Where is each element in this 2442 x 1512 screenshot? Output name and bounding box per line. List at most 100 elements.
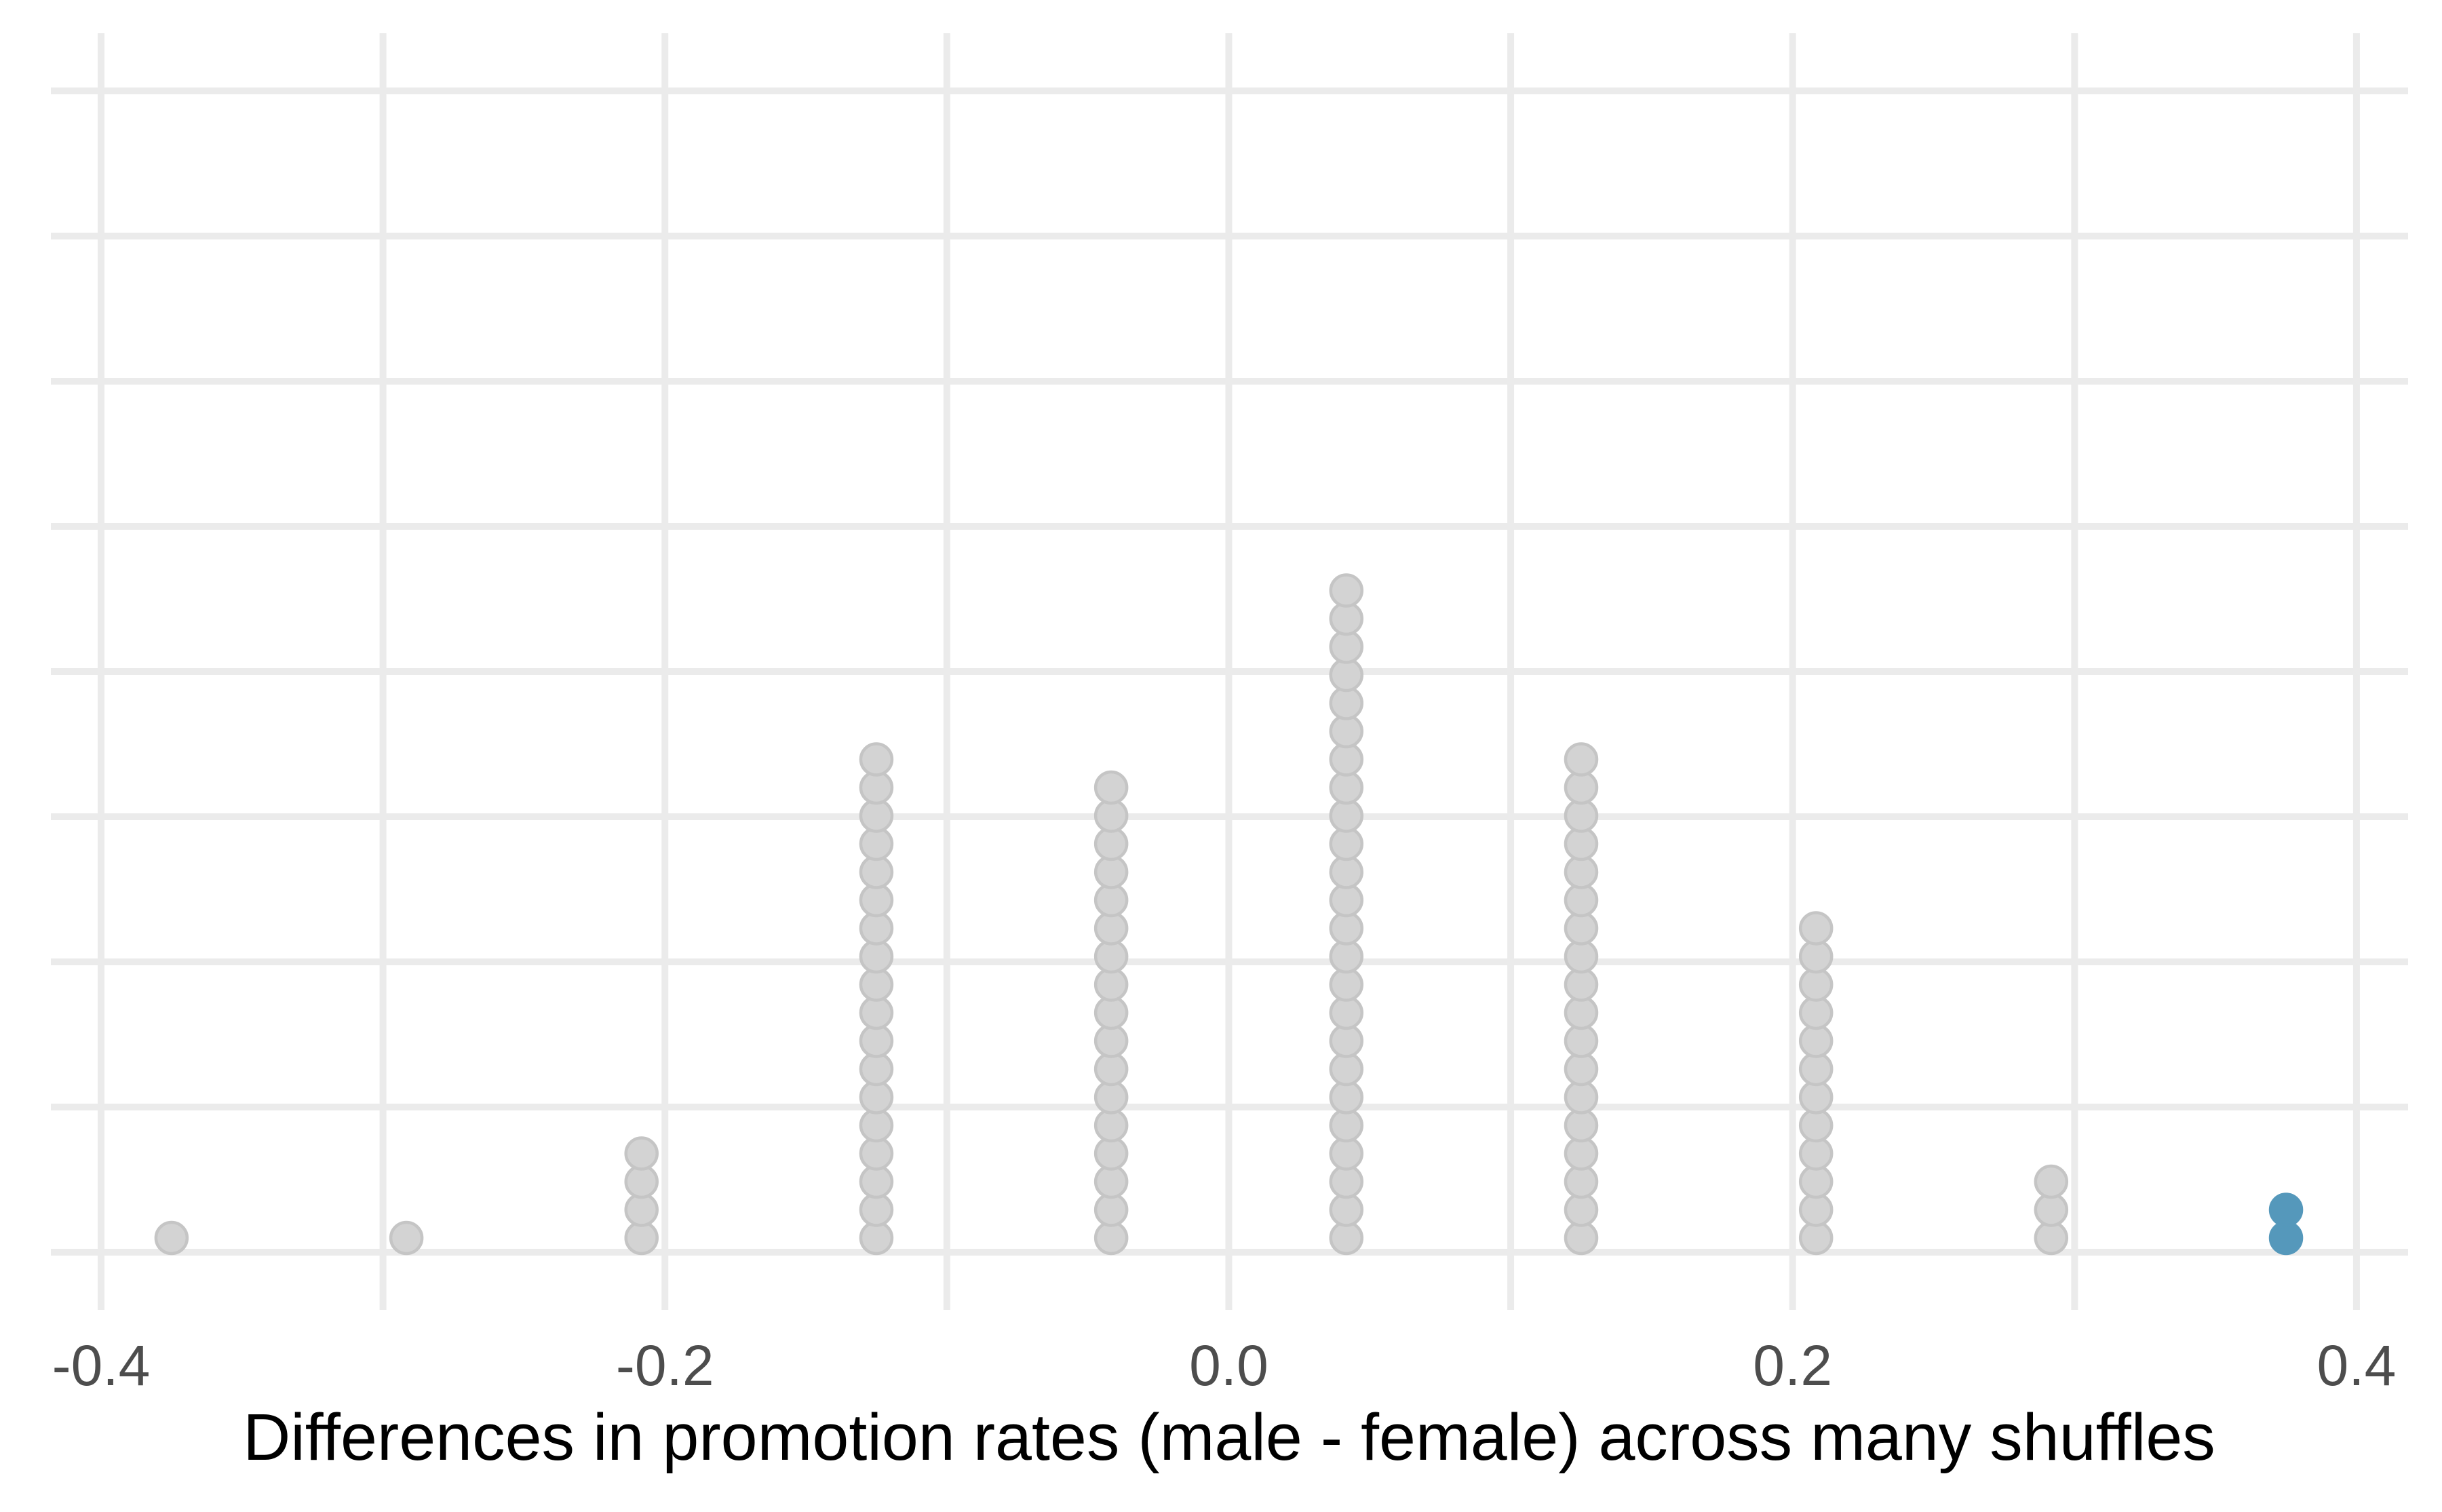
shuffle-dot <box>859 770 894 805</box>
shuffle-dot <box>1093 1108 1129 1143</box>
shuffle-dot <box>1564 826 1599 861</box>
shuffle-dot <box>1329 1024 1364 1058</box>
shuffle-dot <box>1093 1024 1129 1058</box>
shuffle-dot <box>2034 1193 2069 1227</box>
shuffle-dot <box>859 939 894 974</box>
shuffle-dot <box>624 1136 659 1171</box>
shuffle-dot <box>154 1220 189 1256</box>
shuffle-dot <box>1564 1024 1599 1058</box>
shuffle-dot <box>1329 742 1364 777</box>
shuffle-dot <box>1564 1051 1599 1087</box>
x-tick-label: -0.4 <box>52 1334 151 1397</box>
shuffle-dot <box>1329 657 1364 693</box>
shuffle-dot <box>1329 686 1364 720</box>
shuffle-dot <box>1093 939 1129 974</box>
x-tick-label: 0.0 <box>1189 1334 1268 1397</box>
shuffle-dot <box>1329 714 1364 749</box>
shuffle-dot <box>859 1193 894 1227</box>
shuffle-dot <box>1798 1024 1834 1058</box>
shuffle-dot <box>1564 1193 1599 1227</box>
shuffle-dot <box>1093 855 1129 889</box>
shuffle-dot <box>1564 770 1599 805</box>
shuffle-dot <box>1564 995 1599 1030</box>
grid-layer <box>51 33 2408 1310</box>
x-axis-tick-labels: -0.4 -0.2 0.0 0.2 0.4 <box>52 1334 2397 1397</box>
shuffle-dot <box>1564 1080 1599 1114</box>
shuffle-dot <box>859 798 894 833</box>
shuffle-dot <box>1329 573 1364 608</box>
shuffle-dot <box>1798 1080 1834 1114</box>
shuffle-dot <box>624 1164 659 1199</box>
shuffle-dot <box>859 742 894 777</box>
shuffle-dot <box>624 1220 659 1256</box>
shuffle-dot <box>1564 742 1599 777</box>
shuffle-dot <box>859 1080 894 1114</box>
shuffle-dot <box>1329 629 1364 664</box>
shuffle-dot <box>1093 911 1129 946</box>
shuffle-dot <box>859 967 894 1002</box>
x-tick-label: 0.2 <box>1753 1334 1832 1397</box>
shuffle-dot <box>1798 1164 1834 1199</box>
shuffle-dot <box>1798 1051 1834 1087</box>
shuffle-dot <box>624 1193 659 1227</box>
shuffle-dot <box>1093 826 1129 861</box>
shuffle-dot <box>859 883 894 918</box>
shuffle-dot <box>1093 770 1129 805</box>
shuffle-dot <box>1564 967 1599 1002</box>
shuffle-dot <box>1329 911 1364 946</box>
shuffle-dot <box>1329 1220 1364 1256</box>
shuffle-dot <box>1093 1193 1129 1227</box>
shuffle-dot <box>1093 967 1129 1002</box>
shuffle-dot <box>1564 883 1599 918</box>
shuffle-dot <box>1093 1051 1129 1087</box>
shuffle-dot <box>1329 1136 1364 1171</box>
x-axis-title: Differences in promotion rates (male - f… <box>243 1400 2215 1474</box>
shuffle-dot <box>1564 1164 1599 1199</box>
shuffle-dot <box>1798 1220 1834 1256</box>
shuffle-dot <box>1329 601 1364 636</box>
shuffle-dot <box>1798 1136 1834 1171</box>
shuffle-dot <box>1329 798 1364 833</box>
shuffle-dot <box>1093 995 1129 1030</box>
shuffle-dot <box>1329 1193 1364 1227</box>
shuffle-dot <box>859 1024 894 1058</box>
shuffle-dot <box>1564 1108 1599 1143</box>
shuffle-dot <box>859 1220 894 1256</box>
shuffle-dot <box>859 911 894 946</box>
dot-layer <box>154 573 2304 1256</box>
shuffle-dot <box>2034 1164 2069 1199</box>
observed-difference-dot <box>2268 1220 2304 1256</box>
shuffle-dot <box>1329 1051 1364 1087</box>
shuffle-dot <box>1093 883 1129 918</box>
shuffle-dot <box>1329 826 1364 861</box>
observed-difference-dot <box>2268 1193 2304 1227</box>
shuffle-dot <box>859 826 894 861</box>
shuffle-dot <box>1093 798 1129 833</box>
shuffle-dot <box>1329 967 1364 1002</box>
shuffle-dot <box>1329 995 1364 1030</box>
shuffle-dot <box>1093 1220 1129 1256</box>
shuffle-dot <box>1329 1164 1364 1199</box>
shuffle-dot <box>1564 939 1599 974</box>
shuffle-dot <box>1329 883 1364 918</box>
shuffle-dot <box>1564 911 1599 946</box>
shuffle-dot <box>1329 1080 1364 1114</box>
shuffle-dot <box>1564 1220 1599 1256</box>
shuffle-dot <box>859 1051 894 1087</box>
shuffle-dot <box>1564 1136 1599 1171</box>
shuffle-dot <box>1093 1164 1129 1199</box>
shuffle-dot <box>1798 1193 1834 1227</box>
shuffle-dot <box>859 1108 894 1143</box>
shuffle-dot <box>1564 855 1599 889</box>
shuffle-dot <box>1329 939 1364 974</box>
shuffle-dot <box>859 995 894 1030</box>
shuffle-dot <box>859 1164 894 1199</box>
shuffle-dot <box>1093 1080 1129 1114</box>
x-tick-label: -0.2 <box>616 1334 714 1397</box>
x-tick-label: 0.4 <box>2317 1334 2397 1397</box>
shuffle-dot <box>1798 1108 1834 1143</box>
shuffle-dot <box>1093 1136 1129 1171</box>
shuffle-dot <box>1798 967 1834 1002</box>
shuffle-dot <box>1798 939 1834 974</box>
